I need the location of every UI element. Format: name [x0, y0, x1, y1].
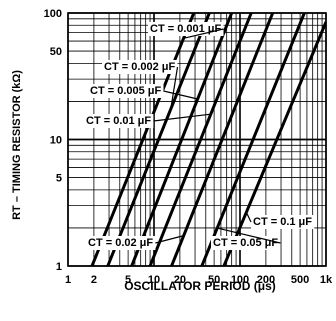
series-label: CT = 0.02 μF	[88, 237, 153, 249]
y-tick-label: 10	[50, 135, 62, 147]
series-label-leader	[170, 66, 179, 110]
series-label-bg	[88, 84, 164, 98]
series-label-bg	[148, 22, 224, 36]
x-tick-label: 1k	[320, 274, 333, 286]
series-line	[90, 13, 196, 266]
series-line	[148, 13, 253, 266]
series-label: CT = 0.002 μF	[104, 61, 176, 73]
series-label: CT = 0.01 μF	[86, 115, 151, 127]
x-tick-label: 50	[208, 274, 220, 286]
x-axis-title: OSCILLATOR PERIOD (μs)	[124, 279, 276, 293]
series-line	[222, 21, 326, 266]
x-tick-label: 10	[148, 274, 160, 286]
tick-labels: 1 2 5 10 20 50 100 200 500 1k 1 5 10 50 100	[44, 8, 333, 286]
x-tick-label: 100	[231, 274, 249, 286]
series-line	[106, 13, 211, 266]
y-tick-label: 100	[44, 8, 62, 20]
y-tick-label: 50	[50, 46, 62, 58]
x-tick-label: 200	[257, 274, 275, 286]
series-label-leader	[217, 227, 281, 244]
series-label-bg	[84, 114, 154, 128]
series-label-leader	[183, 28, 224, 39]
y-tick-label: 1	[56, 261, 62, 273]
series-line	[130, 13, 234, 266]
series-label-bg	[251, 215, 315, 229]
curves	[90, 13, 326, 266]
x-tick-label: 1	[65, 274, 71, 286]
y-axis-title: RT – TIMING RESISTOR (kΩ)	[11, 70, 23, 220]
series-label-leader	[163, 90, 198, 100]
series-label-bg	[86, 236, 156, 250]
series-label: CT = 0.005 μF	[90, 85, 162, 97]
series-line	[170, 13, 275, 266]
series-label: CT = 0.1 μF	[253, 216, 312, 228]
series-label: CT = 0.001 μF	[150, 23, 222, 35]
series-label-leader	[153, 113, 211, 122]
series-label-leader	[155, 235, 184, 244]
x-tick-label: 500	[291, 274, 309, 286]
series-label-bg	[102, 60, 178, 74]
series-labels: CT = 0.001 μF CT = 0.002 μF CT = 0.005 μF C…	[84, 22, 315, 250]
x-tick-label: 20	[174, 274, 186, 286]
x-tick-label: 2	[91, 274, 97, 286]
series-line	[200, 13, 306, 266]
x-tick-label: 5	[125, 274, 131, 286]
y-tick-label: 5	[56, 173, 62, 185]
series-label-leader	[245, 212, 252, 223]
series-label: CT = 0.05 μF	[213, 237, 278, 249]
